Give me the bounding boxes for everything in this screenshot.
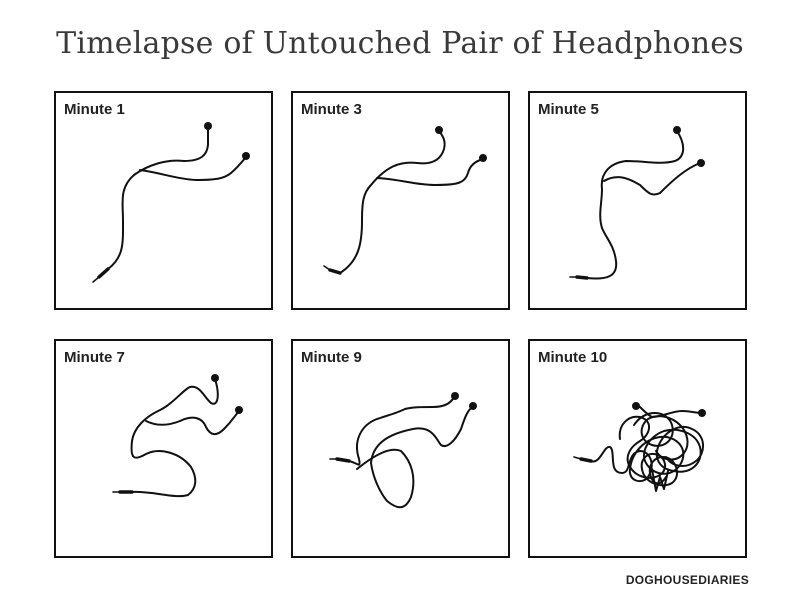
headphones-drawing xyxy=(323,126,487,275)
earbud-left xyxy=(435,126,443,134)
panel-label: Minute 3 xyxy=(301,101,362,118)
headphone-cable-right xyxy=(139,156,247,181)
panel-label: Minute 10 xyxy=(538,349,608,366)
audio-jack-plug xyxy=(575,275,589,280)
headphones-drawing xyxy=(112,374,243,498)
audio-jack-plug xyxy=(328,268,342,275)
earbud-left xyxy=(673,126,681,134)
headphone-cable xyxy=(348,396,455,466)
headphone-cable-right xyxy=(145,410,240,435)
headphone-cable xyxy=(130,378,219,498)
earbud-right xyxy=(698,409,706,417)
panel-minute-9: Minute 9 xyxy=(291,339,510,558)
headphone-cable-strand xyxy=(639,406,703,418)
headphone-cable-tangle-3 xyxy=(633,412,689,461)
headphones-drawing xyxy=(92,122,250,283)
earbud-left xyxy=(204,122,212,130)
panel-minute-3: Minute 3 xyxy=(291,91,510,310)
earbud-left xyxy=(632,402,640,410)
audio-jack-plug xyxy=(335,457,351,463)
panel-label: Minute 5 xyxy=(538,101,599,118)
panel-minute-5: Minute 5 xyxy=(528,91,747,310)
headphones-drawing xyxy=(329,392,477,509)
headphone-cable xyxy=(107,126,209,270)
panel-label: Minute 7 xyxy=(64,349,125,366)
panel-minute-7: Minute 7 xyxy=(54,339,273,558)
panel-minute-10: Minute 10 xyxy=(528,339,747,558)
headphone-cable xyxy=(339,130,446,274)
earbud-right xyxy=(469,402,477,410)
audio-jack-plug xyxy=(579,457,593,463)
earbud-right xyxy=(697,159,705,167)
earbud-right xyxy=(479,154,487,162)
panel-label: Minute 9 xyxy=(301,349,362,366)
headphone-cable-knot xyxy=(651,468,669,492)
panel-minute-1: Minute 1 xyxy=(54,91,273,310)
audio-jack-plug xyxy=(97,267,110,279)
comic-title: Timelapse of Untouched Pair of Headphone… xyxy=(56,26,744,61)
earbud-left xyxy=(451,392,459,400)
earbud-left xyxy=(211,374,219,382)
panel-label: Minute 1 xyxy=(64,101,125,118)
headphone-cable-right xyxy=(356,406,474,509)
artist-credit: DOGHOUSEDIARIES xyxy=(625,573,749,587)
earbud-right xyxy=(235,406,243,414)
headphone-cable-right xyxy=(376,158,484,186)
earbud-right xyxy=(242,152,250,160)
headphone-cable xyxy=(586,130,685,280)
headphone-cable-right xyxy=(603,162,701,196)
headphones-drawing xyxy=(573,402,706,492)
headphones-drawing xyxy=(569,126,705,280)
